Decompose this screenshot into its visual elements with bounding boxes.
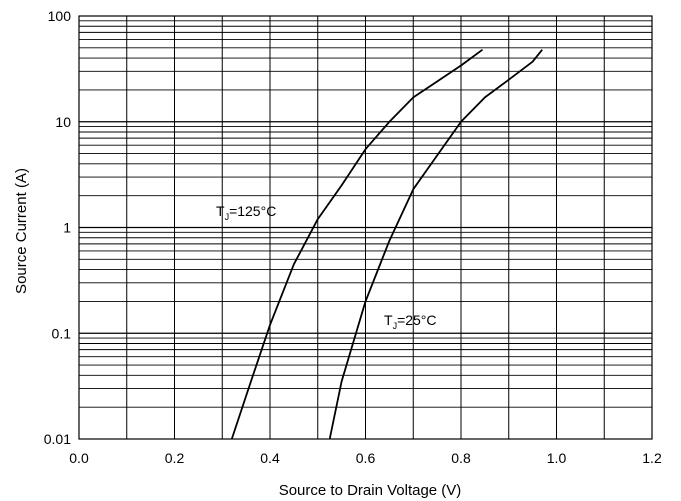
x-tick-label: 0.0 — [69, 450, 89, 466]
y-tick-label: 0.1 — [52, 325, 72, 341]
y-tick-label: 100 — [48, 8, 72, 24]
x-tick-label: 0.8 — [451, 450, 471, 466]
series-label-125c: TJ=125°C — [216, 203, 276, 222]
series-label-25c: TJ=25°C — [384, 312, 437, 331]
x-tick-label: 0.6 — [356, 450, 376, 466]
y-tick-label: 1 — [63, 220, 71, 236]
x-tick-label: 0.2 — [165, 450, 185, 466]
y-axis-title: Source Current (A) — [13, 168, 30, 294]
plot-frame — [78, 15, 653, 440]
x-tick-labels: 0.0 0.2 0.4 0.6 0.8 1.0 1.2 — [69, 450, 662, 466]
series-line-0 — [230, 48, 484, 440]
grid — [79, 16, 652, 439]
curves — [230, 48, 543, 440]
x-tick-label: 1.2 — [642, 450, 662, 466]
x-axis-title: Source to Drain Voltage (V) — [279, 482, 462, 499]
y-tick-label: 10 — [55, 114, 71, 130]
series-line-1 — [328, 49, 543, 440]
x-tick-label: 1.0 — [547, 450, 567, 466]
y-tick-label: 0.01 — [44, 431, 71, 447]
y-tick-labels: 0.01 0.1 1 10 100 — [44, 8, 71, 447]
x-tick-label: 0.4 — [260, 450, 280, 466]
